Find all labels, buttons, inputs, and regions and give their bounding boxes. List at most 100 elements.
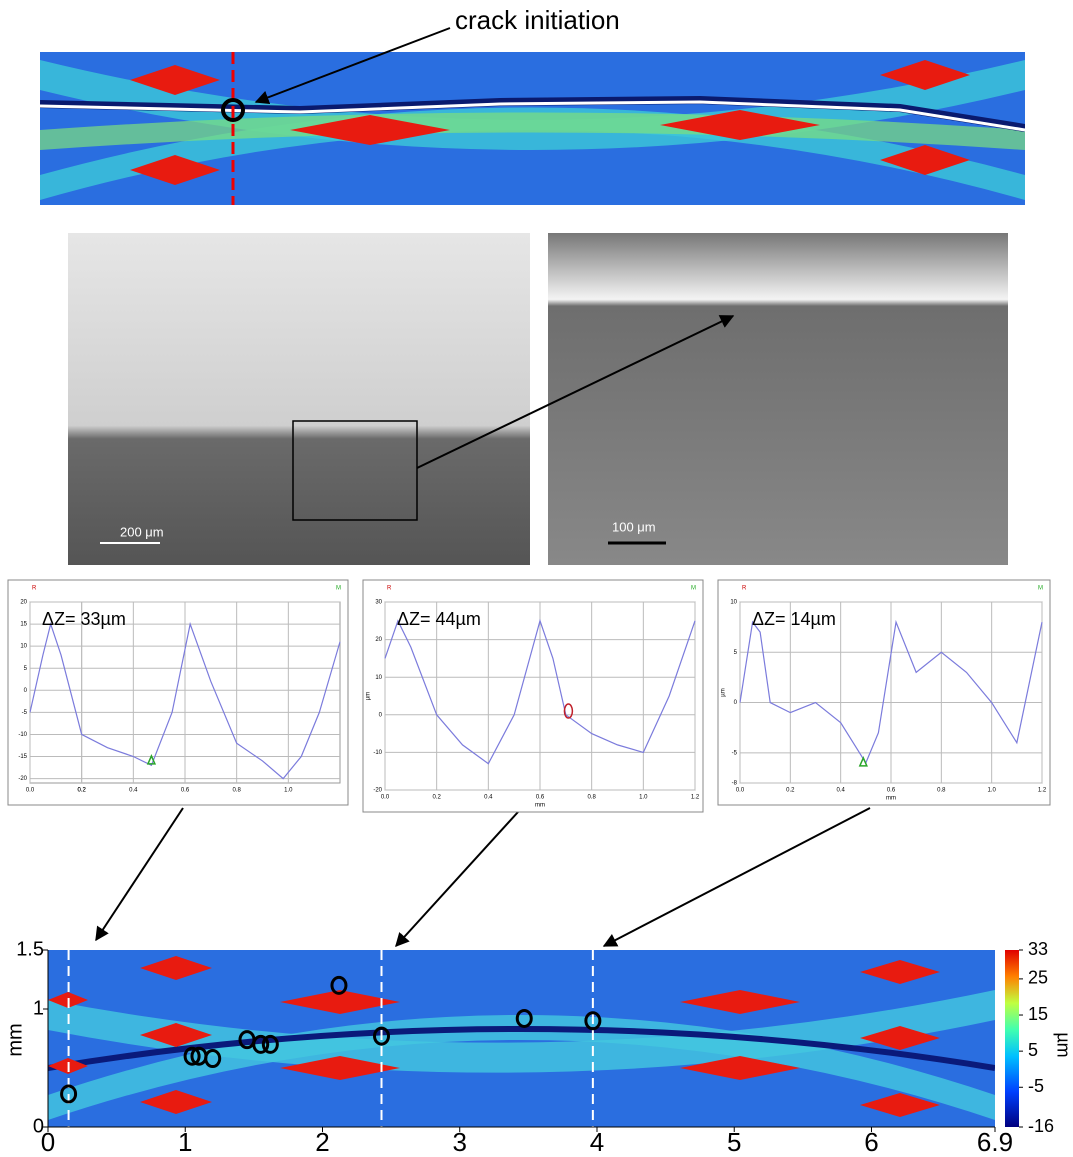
x-tick-label: 0.0: [736, 788, 745, 794]
x-tick-label: 3: [453, 1127, 467, 1157]
x-tick-label: 0.4: [484, 795, 493, 801]
colorbar-tick-label: 33: [1028, 939, 1048, 959]
x-tick-label: 0.8: [232, 788, 241, 794]
panel: [362, 579, 704, 813]
corner-label: R: [32, 586, 37, 592]
corner-label: R: [742, 586, 747, 592]
x-tick-label: 0.2: [77, 788, 86, 794]
colorbar-tick-label: 5: [1028, 1040, 1038, 1060]
colorbar-label: µm: [1053, 1032, 1073, 1057]
arrow: [416, 315, 735, 469]
y-axis-label: mm: [4, 1023, 26, 1056]
x-tick-label: 0.0: [26, 788, 35, 794]
y-tick-label: 10: [730, 600, 737, 606]
colorbar: [1005, 950, 1019, 1127]
y-tick-label: -20: [18, 776, 27, 782]
y-tick-label: -10: [373, 750, 382, 756]
x-tick-label: 5: [727, 1127, 741, 1157]
y-tick-label: -5: [732, 750, 738, 756]
marker: [252, 1034, 270, 1054]
y-tick-label: 1: [33, 997, 44, 1019]
x-tick-label: 0.6: [181, 788, 190, 794]
x-tick-label: 1.0: [987, 788, 996, 794]
profile-line: [739, 619, 1043, 765]
delta-z: ΔZ= 44µm: [397, 609, 481, 629]
y-tick-label: -10: [18, 732, 27, 738]
x-tick-label: 1.2: [691, 795, 700, 801]
arrow: [602, 807, 871, 947]
corner-label: M: [691, 586, 696, 592]
x-tick-label: 1.0: [284, 788, 293, 794]
x-axis-label: mm: [535, 803, 545, 809]
x-tick-label: 4: [590, 1127, 604, 1157]
x-tick-label: 0.8: [587, 795, 596, 801]
corner-label: R: [387, 586, 392, 592]
y-tick-label: -20: [373, 788, 382, 794]
delta-z: ΔZ= 14µm: [752, 609, 836, 629]
y-tick-label: 30: [375, 600, 382, 606]
marker: [330, 975, 348, 995]
scale-label: 100 μm: [612, 519, 656, 534]
x-tick-label: 0.2: [77, 788, 86, 794]
sem-image: [548, 233, 1008, 565]
cursor: [858, 756, 868, 767]
y-tick-label: 10: [375, 675, 382, 681]
x-tick-label: 0.6: [887, 788, 896, 794]
y-axis-label: µm: [721, 688, 727, 696]
x-tick-label: 0.4: [129, 788, 138, 794]
x-tick-label: 1.0: [639, 795, 648, 801]
arrow: [254, 27, 451, 105]
colorbar-tick-label: 15: [1028, 1004, 1048, 1024]
delta-z: ΔZ= 33µm: [42, 609, 126, 629]
corner-label: M: [1038, 586, 1043, 592]
y-axis-label: µm: [366, 692, 372, 700]
heatmap: [48, 950, 995, 1127]
y-tick-label: 5: [734, 650, 738, 656]
x-tick-label: 0.0: [381, 795, 390, 801]
x-tick-label: 6: [864, 1127, 878, 1157]
x-tick-label: 0.2: [432, 795, 441, 801]
marker: [584, 1011, 602, 1031]
marker: [60, 1084, 78, 1104]
y-tick-label: 10: [20, 644, 27, 650]
x-tick-label: 0.6: [536, 795, 545, 801]
colorbar-tick-label: 25: [1028, 968, 1048, 988]
x-axis-label: mm: [886, 796, 896, 802]
marker: [261, 1034, 279, 1054]
x-tick-label: 1.2: [1038, 788, 1047, 794]
marker: [515, 1008, 533, 1028]
y-tick-label: 0: [379, 712, 383, 718]
marker: [183, 1046, 201, 1066]
y-tick-label: -5: [22, 710, 28, 716]
sem-image: [68, 233, 530, 565]
arrow: [395, 811, 519, 948]
y-tick-label: 15: [20, 622, 27, 628]
cursor: [146, 754, 157, 765]
colorbar-tick-label: -5: [1028, 1076, 1044, 1096]
y-tick-label: 1.5: [16, 938, 44, 960]
arrow: [95, 807, 184, 942]
colorbar-tick-label: -16: [1028, 1116, 1054, 1136]
x-tick-label: 1: [178, 1127, 192, 1157]
y-tick-label: 0: [24, 688, 28, 694]
panel: [7, 579, 349, 806]
y-tick-label: 20: [20, 600, 27, 606]
x-tick-label: 0.2: [786, 788, 795, 794]
x-tick-label: 0.8: [937, 788, 946, 794]
scale-label: 200 μm: [120, 524, 164, 539]
x-tick-label: 6.9: [977, 1127, 1013, 1157]
x-tick-label: 0: [41, 1127, 55, 1157]
y-tick-label: 5: [24, 666, 28, 672]
zoom-box: [292, 420, 418, 521]
y-tick-label: 20: [375, 637, 382, 643]
profile-line: [29, 621, 341, 780]
x-tick-label: 2: [315, 1127, 329, 1157]
y-tick-label: -15: [18, 754, 27, 760]
cursor: [563, 703, 574, 719]
y-tick-label: 0: [33, 1115, 44, 1137]
y-tick-label: 0: [734, 700, 738, 706]
profile-line: [384, 618, 696, 765]
annotation: crack initiation: [455, 5, 620, 35]
panel: [717, 579, 1051, 806]
